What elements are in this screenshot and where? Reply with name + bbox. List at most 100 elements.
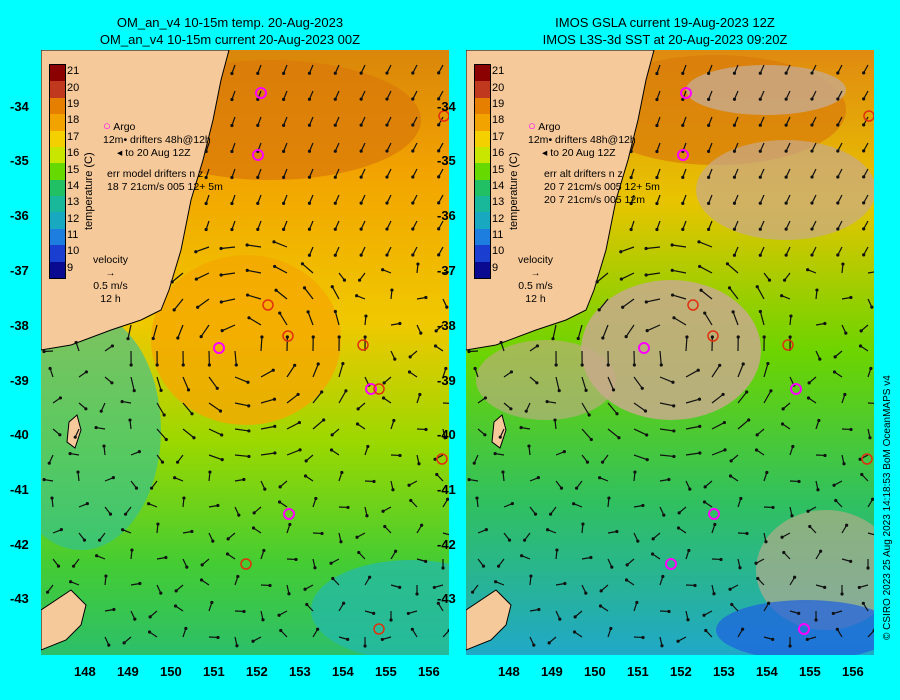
flinders-island — [491, 414, 507, 449]
current-arrow — [646, 324, 661, 332]
longitude-label: 148 — [498, 664, 520, 679]
current-arrow-head — [707, 123, 711, 127]
current-arrow-head — [121, 528, 125, 532]
current-arrow-head — [273, 264, 277, 269]
drifter-marker[interactable] — [436, 453, 448, 465]
current-arrow-head — [681, 227, 685, 232]
argo-marker[interactable] — [283, 508, 295, 520]
drifter-marker[interactable] — [707, 330, 719, 342]
current-arrow — [685, 452, 700, 456]
current-arrow-head — [573, 615, 577, 619]
current-arrow-head — [713, 522, 717, 527]
current-arrow-head — [784, 97, 788, 101]
current-arrow — [672, 294, 687, 300]
current-arrow-head — [741, 627, 745, 631]
current-arrow-head — [307, 253, 312, 257]
current-arrow-head — [159, 388, 163, 392]
current-arrow — [286, 422, 300, 430]
current-arrow-head — [130, 548, 134, 552]
current-arrow-head — [810, 253, 814, 257]
drifter-marker[interactable] — [373, 623, 385, 635]
current-arrow-head — [411, 71, 415, 75]
current-arrow-head — [247, 316, 251, 320]
current-arrow-head — [672, 454, 676, 459]
drifter-marker[interactable] — [282, 330, 294, 342]
current-arrow-head — [655, 227, 659, 232]
current-arrow — [659, 402, 674, 407]
current-arrow-head — [870, 305, 874, 309]
left-title-line1: OM_an_v4 10-15m temp. 20-Aug-2023 — [116, 15, 344, 30]
current-arrow-head — [313, 566, 317, 570]
argo-marker[interactable] — [255, 87, 267, 99]
argo-marker[interactable] — [798, 623, 810, 635]
current-arrow-head — [194, 277, 198, 281]
longitude-label: 153 — [713, 664, 735, 679]
current-arrow-head — [56, 564, 61, 568]
current-arrow-head — [771, 637, 775, 641]
current-arrow-head — [359, 227, 363, 231]
latitude-label: -43 — [10, 591, 29, 606]
current-arrow — [195, 246, 210, 253]
argo-marker[interactable] — [677, 149, 689, 161]
drifter-marker[interactable] — [262, 299, 274, 311]
current-arrow-head — [271, 368, 275, 372]
colorbar-segment — [475, 163, 490, 180]
current-arrow-head — [498, 435, 502, 439]
drifter-marker[interactable] — [438, 110, 449, 122]
current-arrow-head — [42, 349, 46, 354]
drifter-marker[interactable] — [240, 558, 252, 570]
current-arrow-head — [806, 268, 810, 272]
current-arrow-head — [619, 277, 623, 281]
current-arrow — [646, 298, 661, 303]
argo-marker[interactable] — [665, 558, 677, 570]
current-arrow — [196, 272, 210, 280]
argo-marker[interactable] — [790, 383, 802, 395]
current-arrow-head — [216, 635, 220, 640]
tasmania — [466, 589, 512, 651]
current-arrow — [659, 376, 674, 383]
drifter-marker[interactable] — [357, 339, 369, 351]
current-arrow-head — [527, 444, 531, 448]
drifter-marker[interactable] — [782, 339, 794, 351]
current-arrow-head — [764, 540, 768, 544]
colorbar-tick-label: 11 — [67, 229, 79, 242]
current-arrow-head — [424, 559, 428, 563]
current-arrow-head — [393, 357, 397, 361]
latitude-label: -35 — [437, 153, 456, 168]
argo-marker[interactable] — [365, 383, 377, 395]
drifter-marker[interactable] — [863, 110, 874, 122]
current-arrow-head — [330, 285, 334, 289]
argo-marker[interactable] — [252, 149, 264, 161]
current-arrow-head — [220, 329, 224, 333]
drifter-marker[interactable] — [687, 299, 699, 311]
argo-marker[interactable] — [708, 508, 720, 520]
current-arrow-head — [572, 630, 577, 634]
current-arrow-head — [160, 460, 165, 464]
current-arrow-head — [215, 386, 219, 390]
argo-marker[interactable] — [680, 87, 692, 99]
current-arrow — [338, 363, 344, 378]
colorbar-segment — [50, 179, 65, 197]
colorbar-tick-label: 20 — [492, 81, 505, 94]
current-arrow-head — [857, 585, 861, 590]
current-arrow-head — [758, 253, 762, 257]
current-arrow-head — [307, 97, 312, 101]
current-arrow-head — [862, 201, 866, 205]
current-arrow-head — [182, 496, 186, 500]
colorbar-tick-label: 11 — [492, 229, 504, 242]
drifter-marker[interactable] — [373, 383, 385, 395]
current-arrow-head — [346, 637, 350, 641]
current-arrow-head — [172, 308, 176, 312]
drifter-marker[interactable] — [861, 453, 873, 465]
current-arrow-head — [762, 335, 766, 339]
current-arrow-head — [219, 300, 223, 304]
current-arrow-head — [784, 123, 788, 127]
right-map-field — [466, 50, 874, 655]
colorbar-tick-label: 15 — [67, 163, 80, 176]
current-arrow-head — [184, 626, 188, 631]
current-arrow — [685, 398, 700, 404]
current-arrow-head — [836, 253, 840, 257]
argo-marker[interactable] — [213, 342, 225, 354]
current-arrow-head — [499, 340, 503, 345]
argo-marker[interactable] — [638, 342, 650, 354]
